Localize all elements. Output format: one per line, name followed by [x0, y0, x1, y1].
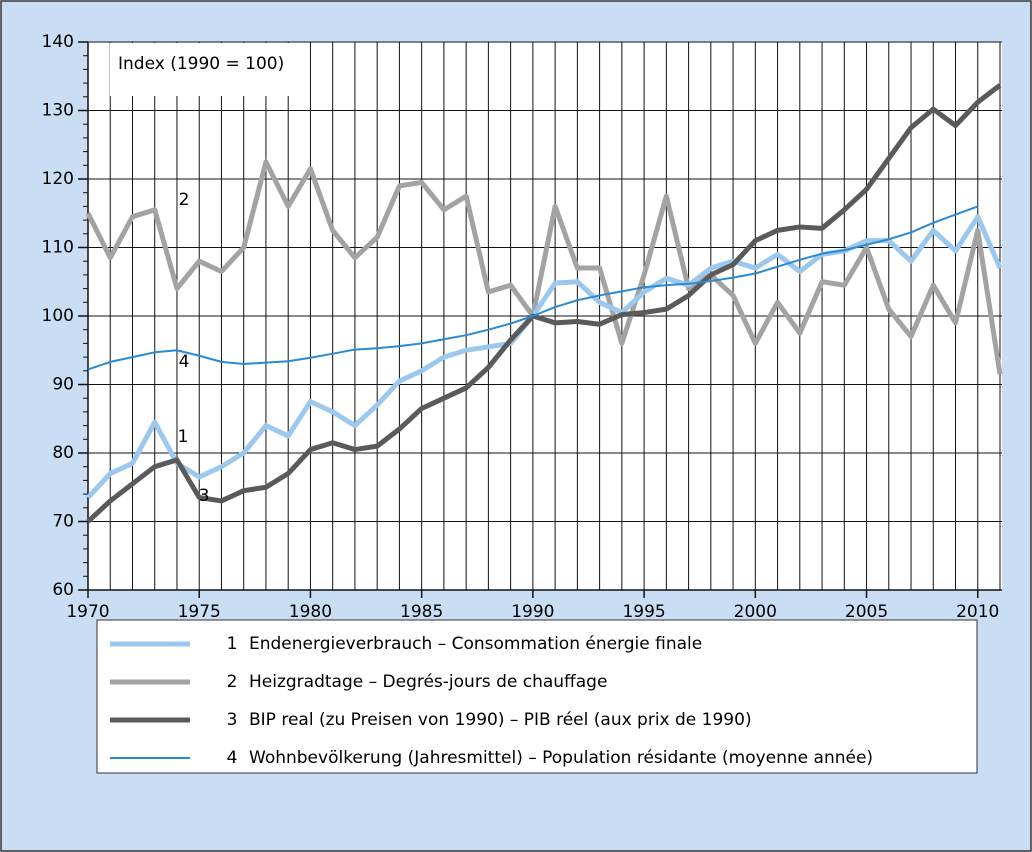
x-tick-label: 1970 [66, 602, 109, 622]
y-tick-label: 130 [42, 101, 74, 121]
y-tick-label: 60 [52, 580, 74, 600]
series-annotation: 3 [199, 486, 210, 506]
legend-number: 3 [227, 710, 238, 730]
x-tick-label: 2005 [845, 602, 888, 622]
legend-label: Endenergieverbrauch – Consommation énerg… [249, 634, 702, 654]
x-tick-label: 2010 [956, 602, 999, 622]
series-line [85, 159, 1003, 375]
series-line [87, 205, 979, 371]
series-annotation: 1 [178, 427, 189, 447]
x-tick-label: 1995 [622, 602, 665, 622]
series-annotation: 2 [179, 190, 190, 210]
series-annotation: 4 [179, 352, 190, 372]
y-tick-label: 120 [42, 169, 74, 189]
x-tick-label: 1985 [400, 602, 443, 622]
legend-label: Heizgradtage – Degrés-jours de chauffage [249, 672, 607, 692]
x-tick-label: 1990 [511, 602, 554, 622]
x-tick-label: 1975 [178, 602, 221, 622]
lines [85, 83, 1003, 524]
x-tick-label: 1980 [289, 602, 332, 622]
y-tick-label: 80 [52, 443, 74, 463]
x-tick-label: 2000 [734, 602, 777, 622]
y-tick-label: 90 [52, 375, 74, 395]
y-tick-label: 70 [52, 512, 74, 532]
y-tick-label: 140 [42, 32, 74, 52]
legend-label: Wohnbevölkerung (Jahresmittel) – Populat… [249, 748, 873, 768]
legend [96, 619, 978, 774]
legend-number: 4 [227, 748, 238, 768]
annotation: Index (1990 = 100) [118, 54, 284, 74]
legend-number: 1 [227, 634, 238, 654]
annotation-box [110, 43, 305, 96]
y-tick-label: 100 [42, 306, 74, 326]
legend-number: 2 [227, 672, 238, 692]
series-line [86, 83, 1002, 524]
y-tick-label: 110 [42, 238, 74, 258]
legend-label: BIP real (zu Preisen von 1990) – PIB rée… [249, 710, 752, 730]
legend-items: 1 Endenergieverbrauch – Consommation éner… [110, 634, 873, 768]
